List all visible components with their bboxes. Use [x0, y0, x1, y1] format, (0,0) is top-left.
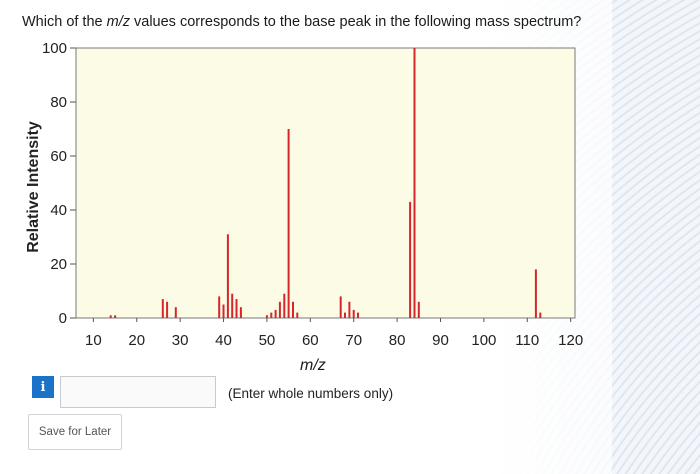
peak-bar-mz-112	[534, 269, 537, 318]
x-tick-label: 70	[345, 332, 362, 349]
x-tick-label: 100	[471, 332, 496, 349]
peak-bar-mz-54	[283, 293, 286, 318]
x-tick-label: 30	[172, 332, 189, 349]
question-mz: m/z	[106, 14, 130, 30]
peak-bar-mz-52	[274, 309, 277, 318]
info-icon[interactable]: i	[32, 376, 54, 398]
y-tick-label: 0	[59, 310, 67, 327]
peak-bar-mz-84	[413, 48, 416, 318]
y-tick-label: 60	[50, 148, 67, 165]
x-axis-label: m/z	[300, 357, 326, 374]
peak-bar-mz-27	[166, 301, 169, 318]
question-prefix: Which of the	[22, 14, 107, 30]
peak-bar-mz-71	[357, 312, 359, 318]
x-tick-label: 90	[432, 332, 449, 349]
x-tick-label: 60	[302, 332, 319, 349]
peak-bar-mz-39	[218, 296, 221, 318]
y-tick-label: 20	[50, 256, 67, 273]
x-tick-label: 20	[128, 332, 145, 349]
peak-bar-mz-83	[409, 201, 412, 318]
peak-bar-mz-51	[270, 312, 273, 318]
peak-bar-mz-44	[239, 307, 242, 318]
peak-bar-mz-15	[114, 315, 117, 318]
x-tick-label: 10	[85, 332, 102, 349]
answer-input[interactable]	[60, 376, 216, 408]
peak-bar-mz-41	[226, 234, 229, 318]
x-tick-label: 50	[259, 332, 276, 349]
x-tick-label: 110	[515, 332, 539, 349]
peak-bar-mz-42	[231, 293, 234, 318]
peak-bar-mz-43	[235, 299, 238, 318]
peak-bar-mz-69	[348, 301, 351, 318]
peak-bar-mz-55	[287, 129, 290, 318]
peak-bar-mz-67	[339, 296, 342, 318]
peak-bar-mz-68	[344, 312, 346, 318]
x-tick-label: 80	[389, 332, 406, 349]
peak-bars	[109, 48, 542, 318]
y-axis-ticks: 0 20 40 60 80 100	[42, 40, 76, 327]
peak-bar-mz-14	[109, 315, 112, 318]
x-axis-ticks: 10 20 30 40 50 60 70 80 90 100 110 120	[85, 318, 583, 349]
peak-bar-mz-50	[265, 315, 268, 318]
x-tick-label: 120	[558, 332, 583, 349]
peak-bar-mz-113	[539, 312, 542, 318]
answer-hint: (Enter whole numbers only)	[228, 386, 394, 401]
question-suffix: values corresponds to the base peak in t…	[129, 14, 582, 30]
question-text: Which of the m/z values corresponds to t…	[22, 14, 581, 30]
peak-bar-mz-26	[161, 299, 164, 318]
save-for-later-button[interactable]: Save for Later	[28, 414, 122, 450]
peak-bar-mz-57	[296, 312, 299, 318]
peak-bar-mz-40	[222, 304, 225, 318]
peak-bar-mz-56	[292, 301, 294, 318]
y-tick-label: 100	[42, 40, 67, 57]
y-tick-label: 40	[50, 202, 67, 219]
peak-bar-mz-29	[174, 307, 177, 318]
peak-bar-mz-85	[417, 301, 420, 318]
plot-area	[75, 47, 576, 319]
peak-bar-mz-70	[352, 309, 355, 318]
y-tick-label: 80	[50, 94, 67, 111]
x-tick-label: 40	[215, 332, 232, 349]
peak-bar-mz-53	[278, 301, 281, 318]
